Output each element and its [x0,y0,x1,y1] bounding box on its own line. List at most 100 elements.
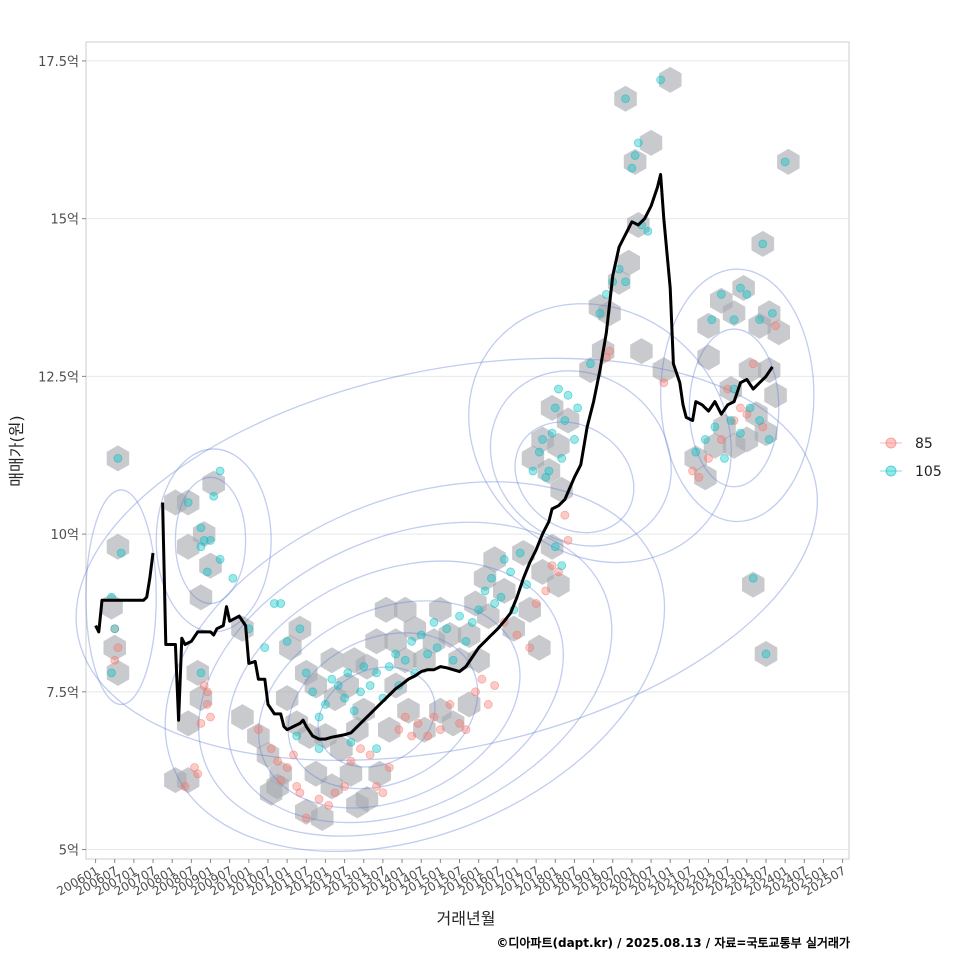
point-85 [541,586,551,596]
point-105 [480,586,490,596]
point-105 [490,599,500,608]
point-105 [228,573,238,583]
point-105 [745,403,755,413]
hexbin-cell [512,540,535,566]
density-contour [688,328,780,488]
point-105 [656,75,666,85]
point-85 [372,782,381,791]
point-85 [400,712,410,722]
point-105 [321,700,330,709]
point-85 [435,725,445,735]
point-105 [560,416,570,425]
hexbin-cell [457,622,481,648]
hexbin-cell [579,357,602,384]
point-105 [764,435,774,444]
point-85 [525,643,535,653]
point-85 [199,681,209,690]
hexbin-cell [521,445,545,472]
point-105 [557,453,567,463]
point-105 [282,636,292,646]
hexbin-cell [742,571,765,598]
point-105 [346,737,356,747]
point-105 [327,674,337,684]
hexbin-cell [394,596,417,623]
density-contour [317,666,436,768]
point-105 [301,668,311,678]
hexbin-cell [493,577,516,604]
density-contour [287,632,479,790]
legend-label-105: 105 [915,464,942,480]
point-85 [202,700,212,709]
point-85 [301,813,311,823]
hexbin-cell [473,565,497,592]
hexbin-cell [540,533,564,560]
point-85 [445,700,455,709]
point-105 [736,428,745,438]
point-105 [400,655,410,665]
hexbin-cell [722,300,746,327]
hexbin-cell [311,805,334,831]
point-85 [461,725,471,735]
point-105 [372,668,381,678]
y-tick-label: 5억 [59,844,79,859]
point-85 [365,750,375,760]
hexbin-cell [186,659,209,686]
hexbin-cell [694,464,717,491]
point-85 [295,788,305,798]
hexbin-cell [684,445,707,472]
point-105 [621,277,630,287]
point-105 [202,567,212,577]
point-105 [586,359,595,369]
hexbin-cell [588,294,612,320]
point-85 [560,510,570,520]
point-105 [384,662,394,671]
point-105 [621,94,630,104]
hexbin-cell [106,659,130,686]
point-85 [330,788,340,798]
moving-average-line-layer [94,173,774,741]
point-105 [499,554,509,564]
hexbin-cell [189,685,213,712]
point-105 [110,624,120,634]
hexbin-cell [247,723,270,749]
hexbin-cell [231,704,254,731]
point-85 [605,346,614,356]
point-105 [215,466,225,476]
hexbin-cell [202,470,225,497]
hexbin-cell [659,66,682,93]
point-85 [346,756,356,766]
point-105 [340,693,349,703]
moving-average-line [94,552,155,634]
point-85 [423,731,432,741]
point-85 [180,782,190,791]
point-105 [206,536,215,545]
point-105 [292,731,302,741]
point-85 [276,775,286,785]
point-85 [512,630,522,640]
x-axis-title: 거래년월 [437,909,496,928]
point-105 [767,308,777,318]
point-105 [630,151,640,160]
point-85 [356,744,365,753]
point-105 [416,630,426,640]
point-105 [343,668,353,678]
point-105 [429,618,439,627]
point-105 [748,573,758,583]
point-85 [324,800,334,810]
point-85 [253,725,263,735]
point-105 [538,435,547,444]
hexbin-cell [384,672,407,699]
point-85 [314,794,324,804]
hexbin-cell [374,596,398,623]
point-85 [659,378,669,388]
point-85 [694,472,704,482]
hexbin-cell [304,672,328,699]
point-85 [266,744,276,753]
point-105 [474,605,484,615]
hexbin-cell [103,634,126,661]
density-contour [227,560,564,824]
hexbin-cell [547,571,570,598]
hexbin-cell [336,672,359,699]
